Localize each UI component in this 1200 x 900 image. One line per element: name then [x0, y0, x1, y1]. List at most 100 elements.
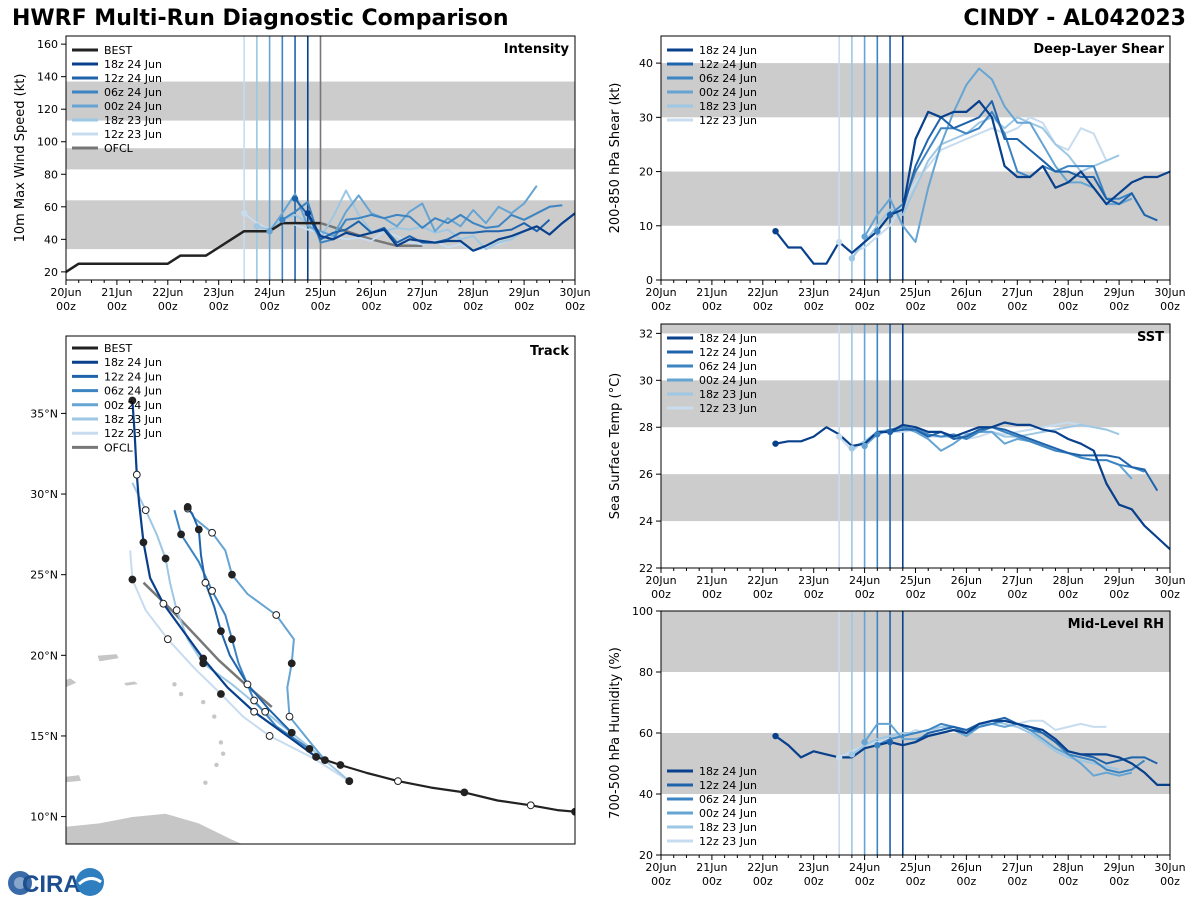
- island-5: [220, 751, 226, 756]
- x-tick-label: 00z: [1109, 875, 1129, 888]
- track-line-00z-24-jun: [186, 506, 326, 761]
- track-marker: [217, 627, 225, 636]
- x-tick-label: 00z: [855, 300, 875, 313]
- track-marker: [208, 586, 216, 595]
- island-4: [218, 740, 224, 745]
- x-tick-label: 00z: [753, 300, 773, 313]
- x-tick-label: 00z: [957, 588, 977, 601]
- panel-title: SST: [1137, 330, 1164, 345]
- x-tick-label: 22Jun: [152, 286, 183, 299]
- x-tick-label: 00z: [1007, 300, 1027, 313]
- plot-area-shear: [661, 36, 1170, 280]
- panel-shear: 20Jun00z21Jun00z22Jun00z23Jun00z24Jun00z…: [608, 35, 1186, 313]
- track-marker: [243, 680, 252, 689]
- x-tick-label: 27Jun: [1002, 861, 1033, 874]
- x-tick-label: 29Jun: [1104, 286, 1135, 299]
- track-marker: [172, 606, 181, 615]
- y-tick-label: 25°N: [30, 569, 58, 582]
- legend-label: 00z 24 Jun: [699, 86, 757, 99]
- init-marker: [874, 431, 881, 438]
- init-marker: [279, 216, 286, 224]
- panel-title: Mid-Level RH: [1068, 617, 1164, 632]
- init-marker: [835, 238, 843, 246]
- track-marker: [460, 788, 469, 797]
- series-line-best: [66, 221, 321, 273]
- track-marker: [128, 575, 137, 584]
- x-tick-label: 00z: [463, 300, 483, 313]
- init-marker: [886, 738, 894, 746]
- legend-label: 12z 23 Jun: [699, 402, 757, 415]
- legend-label: 18z 23 Jun: [699, 821, 757, 834]
- y-tick-label: 120: [37, 103, 58, 116]
- land-mass-4: [96, 653, 120, 663]
- x-tick-label: 00z: [1007, 588, 1027, 601]
- x-tick-label: 21Jun: [696, 574, 727, 587]
- track-marker: [161, 554, 170, 563]
- legend-label: BEST: [104, 342, 132, 355]
- figure-title: HWRF Multi-Run Diagnostic Comparison: [12, 6, 509, 31]
- track-marker: [250, 696, 259, 705]
- x-tick-label: 00z: [906, 300, 926, 313]
- y-tick-label: 80: [44, 168, 58, 181]
- legend-label: 00z 24 Jun: [104, 100, 162, 113]
- track-marker: [526, 801, 535, 810]
- legend-label: 18z 24 Jun: [104, 58, 162, 71]
- track-marker: [177, 530, 185, 539]
- y-tick-label: 32: [639, 327, 653, 340]
- logo-text: CIRA: [22, 871, 81, 898]
- legend-label: 00z 24 Jun: [104, 399, 162, 412]
- x-tick-label: 27Jun: [1002, 286, 1033, 299]
- track-marker: [394, 777, 402, 786]
- init-marker: [886, 211, 894, 219]
- x-tick-label: 00z: [260, 300, 280, 313]
- logo-globe-right: [76, 868, 104, 896]
- x-tick-label: 00z: [906, 875, 926, 888]
- x-tick-label: 00z: [651, 588, 671, 601]
- island-0: [172, 682, 177, 687]
- x-tick-label: 28Jun: [458, 286, 489, 299]
- band-0: [661, 171, 1170, 226]
- track-marker: [128, 396, 137, 405]
- track-marker: [272, 611, 281, 619]
- panel-sst: 20Jun00z21Jun00z22Jun00z23Jun00z24Jun00z…: [608, 323, 1186, 601]
- series-line-18z-23-jun: [256, 189, 525, 251]
- track-marker: [141, 506, 150, 515]
- track-marker: [287, 728, 296, 737]
- y-tick-label: 40: [639, 57, 653, 70]
- x-tick-label: 20Jun: [645, 286, 676, 299]
- legend-label: 18z 23 Jun: [104, 114, 162, 127]
- logo-globe-highlight: [14, 877, 26, 889]
- y-tick-label: 10: [639, 220, 653, 233]
- init-marker: [886, 428, 894, 436]
- panel-title: Intensity: [504, 42, 570, 57]
- x-tick-label: 29Jun: [1104, 861, 1135, 874]
- y-axis-label: 700-500 hPa Humidity (%): [608, 647, 623, 819]
- init-marker: [861, 442, 868, 450]
- legend-label: 18z 24 Jun: [699, 332, 757, 345]
- panel-rh: 20Jun00z21Jun00z22Jun00z23Jun00z24Jun00z…: [608, 605, 1186, 888]
- island-2: [201, 699, 206, 705]
- x-tick-label: 24Jun: [849, 574, 880, 587]
- legend-label: 18z 23 Jun: [104, 413, 162, 426]
- x-tick-label: 25Jun: [900, 286, 931, 299]
- y-tick-label: 30: [639, 374, 653, 387]
- track-marker: [336, 761, 345, 769]
- track-marker: [163, 635, 172, 644]
- x-tick-label: 26Jun: [951, 286, 982, 299]
- x-tick-label: 00z: [753, 588, 773, 601]
- x-tick-label: 24Jun: [849, 861, 880, 874]
- plot-area-rh: [661, 611, 1170, 855]
- panel-title: Track: [530, 344, 569, 359]
- init-marker: [266, 228, 273, 235]
- x-tick-label: 00z: [702, 875, 722, 888]
- x-tick-label: 27Jun: [407, 286, 438, 299]
- x-tick-label: 00z: [1160, 300, 1180, 313]
- series-line-06z-24-jun: [876, 426, 1145, 473]
- x-tick-label: 21Jun: [101, 286, 132, 299]
- legend-label: 06z 24 Jun: [104, 385, 162, 398]
- legend-label: 18z 23 Jun: [699, 100, 757, 113]
- track-marker: [159, 599, 168, 608]
- legend-label: 12z 24 Jun: [104, 370, 162, 383]
- y-axis-label: Sea Surface Temp (°C): [608, 373, 623, 520]
- x-tick-label: 30Jun: [1154, 574, 1185, 587]
